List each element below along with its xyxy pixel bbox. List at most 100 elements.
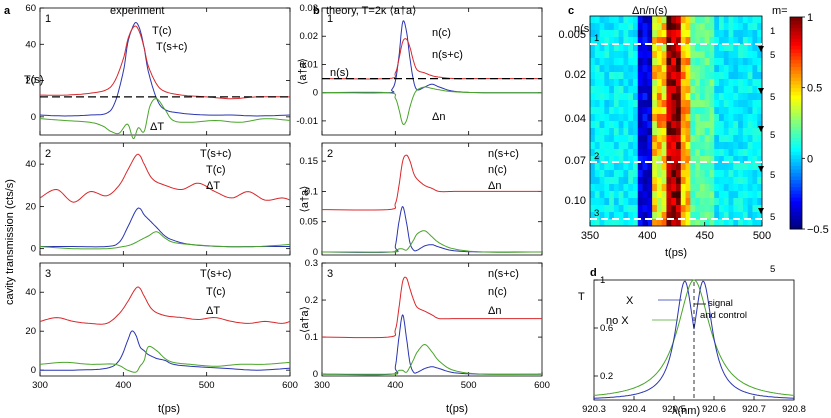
- heatmap-cell: [671, 16, 677, 24]
- heatmap-cell: [661, 149, 667, 157]
- ytick-label-d: 1: [600, 275, 605, 286]
- heatmap-cell: [738, 156, 744, 164]
- heatmap-cell: [738, 149, 744, 157]
- heatmap-cell: [623, 184, 629, 192]
- heatmap-cell: [618, 219, 624, 227]
- heatmap-cell: [642, 114, 648, 122]
- heatmap-cell: [733, 107, 739, 115]
- heatmap-cell: [704, 100, 710, 108]
- panel-a3: 0 20 40 300 400 500 600 3 T(s+c) T(c) ΔT: [25, 262, 298, 391]
- heatmap-cell: [742, 135, 749, 143]
- heatmap-cell: [594, 30, 600, 38]
- panel-b1: -0.01 0 0.01 0.02 0.03 1 n(c) n(s+c) n(s) Δn ⟨a†a⟩: [296, 3, 543, 136]
- heatmap-cell: [623, 72, 629, 80]
- heatmap-cell: [604, 191, 610, 199]
- heatmap-cell: [704, 114, 710, 122]
- heatmap-cell: [723, 37, 729, 45]
- heatmap-cell: [757, 170, 763, 178]
- heatmap-cell: [690, 114, 696, 122]
- heatmap-cell: [628, 58, 634, 66]
- heatmap-cell: [609, 121, 615, 129]
- heatmap-cell: [623, 107, 629, 115]
- series-label-a1: T(s+c): [156, 41, 187, 53]
- heatmap-cell: [652, 212, 658, 220]
- ytick-label-a3: 20: [25, 326, 36, 337]
- heatmap-cell: [680, 114, 686, 122]
- heatmap-cell: [680, 163, 686, 171]
- series-label-b2: Δn: [488, 180, 501, 192]
- heatmap-cell: [719, 156, 725, 164]
- heatmap-cell: [599, 107, 605, 115]
- colorbar-step: [790, 158, 802, 163]
- series-label-b3: n(s+c): [488, 268, 519, 280]
- heatmap-cell: [738, 114, 744, 122]
- heatmap-cell: [742, 79, 749, 87]
- heatmap-cell: [695, 198, 701, 206]
- heatmap-cell: [719, 170, 725, 178]
- heatmap-cell: [647, 86, 653, 94]
- heatmap-cell: [699, 121, 706, 129]
- heatmap-cell: [728, 58, 734, 66]
- heatmap-cell: [695, 219, 701, 227]
- heatmap-cell: [680, 219, 686, 227]
- heatmap-cell: [747, 184, 753, 192]
- heatmap-cell: [599, 86, 605, 94]
- heatmap-cell: [618, 191, 624, 199]
- heatmap-cell: [633, 86, 639, 94]
- panel-letter-c: c: [568, 5, 574, 17]
- heatmap-cell: [738, 128, 744, 136]
- heatmap-cell: [633, 156, 639, 164]
- heatmap-cell: [742, 198, 749, 206]
- heatmap-cell: [652, 128, 658, 136]
- heatmap-cell: [637, 135, 643, 143]
- heatmap-cell: [652, 170, 658, 178]
- heatmap-cell: [637, 149, 643, 157]
- heatmap-cell: [742, 72, 749, 80]
- heatmap-cell: [752, 72, 758, 80]
- heatmap-cell: [695, 128, 701, 136]
- heatmap-cell: [637, 184, 643, 192]
- heatmap-cell: [676, 128, 682, 136]
- heatmap-cell: [637, 107, 643, 115]
- heatmap-cell: [723, 107, 729, 115]
- heatmap-cell: [604, 44, 610, 52]
- heatmap-cell: [685, 44, 691, 52]
- heatmap-cell: [618, 30, 624, 38]
- heatmap-cell: [671, 149, 677, 157]
- heatmap-cell: [604, 128, 610, 136]
- heatmap-cell: [618, 58, 624, 66]
- heatmap-cell: [652, 156, 658, 164]
- heatmap-cell: [714, 191, 720, 199]
- heatmap-cell: [699, 198, 706, 206]
- heatmap-cell: [685, 37, 691, 45]
- heatmap-xtick-label: 350: [581, 230, 599, 242]
- heatmap-cell: [590, 37, 596, 45]
- heatmap-cell: [633, 16, 639, 24]
- heatmap-cell: [685, 142, 691, 150]
- heatmap-cell: [666, 135, 672, 143]
- heatmap-cell: [742, 23, 749, 31]
- heatmap-cell: [742, 93, 749, 101]
- heatmap-cell: [642, 44, 648, 52]
- heatmap-cell: [733, 79, 739, 87]
- heatmap-cell: [647, 128, 653, 136]
- xtick-label-d: 920.8: [782, 404, 806, 415]
- heatmap-cell: [637, 93, 643, 101]
- heatmap-cell: [714, 121, 720, 129]
- panel-b2-ylabel: ⟨a†a⟩: [299, 186, 311, 213]
- axes-box-b3: [321, 262, 543, 377]
- heatmap-cell: [680, 149, 686, 157]
- heatmap-cell: [656, 163, 663, 171]
- heatmap-cell: [604, 79, 610, 87]
- heatmap-cell: [723, 51, 729, 59]
- heatmap-cell: [742, 44, 749, 52]
- heatmap-cell: [690, 23, 696, 31]
- heatmap-cell: [752, 114, 758, 122]
- heatmap-cell: [695, 86, 701, 94]
- heatmap-cell: [656, 184, 663, 192]
- colorbar-step: [790, 225, 802, 230]
- heatmap-cell: [604, 156, 610, 164]
- series-label-b3: n(c): [488, 286, 507, 298]
- heatmap-cell: [661, 100, 667, 108]
- heatmap-cell: [594, 107, 600, 115]
